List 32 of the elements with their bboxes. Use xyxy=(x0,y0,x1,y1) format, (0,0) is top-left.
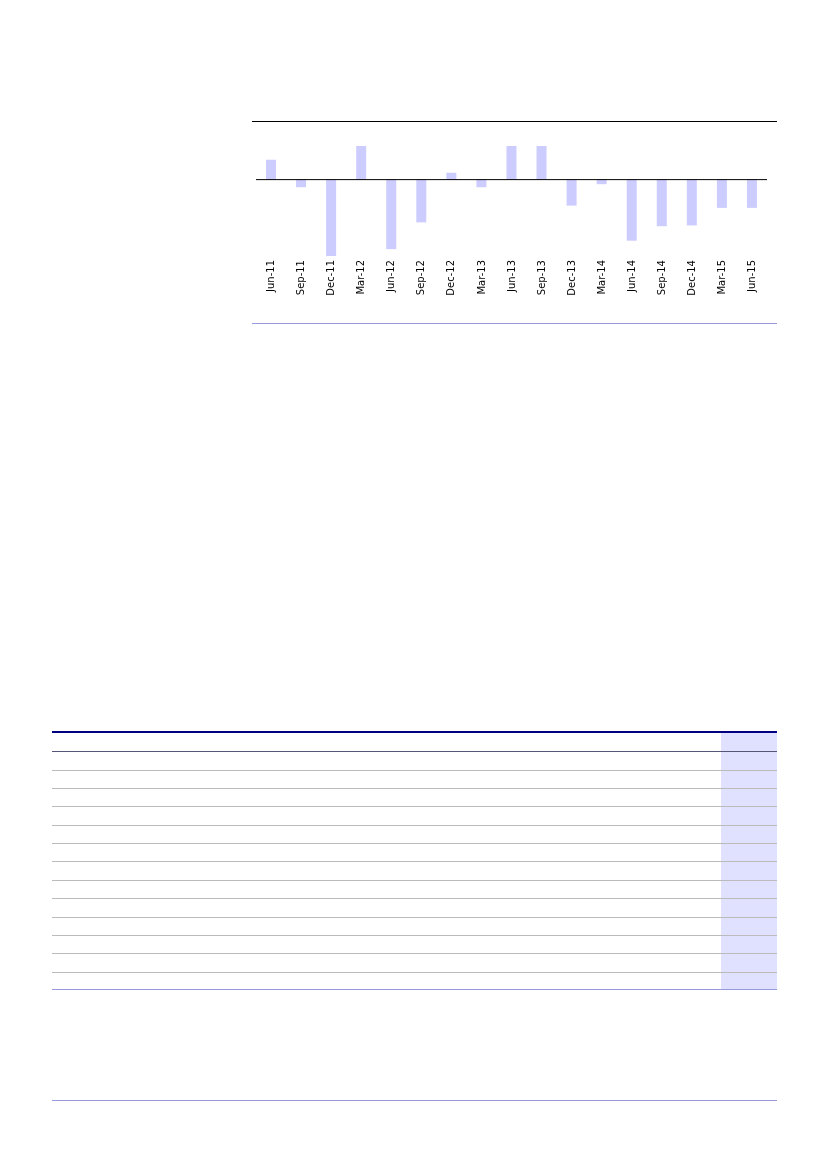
x-tick-label: Dec-13 xyxy=(565,260,577,296)
x-tick-label: Dec-14 xyxy=(685,260,697,296)
x-tick-label: Dec-11 xyxy=(325,260,337,296)
bar xyxy=(626,179,637,241)
x-tick-label: Mar-12 xyxy=(355,260,367,295)
bar xyxy=(506,146,517,180)
x-tick-label: Mar-14 xyxy=(595,260,607,295)
bar xyxy=(326,179,337,256)
x-tick-label: Jun-12 xyxy=(385,260,397,293)
x-tick-label: Sep-11 xyxy=(295,260,307,296)
x-tick-label: Jun-15 xyxy=(746,260,758,293)
x-tick-label: Dec-12 xyxy=(445,260,457,296)
bar xyxy=(716,179,727,208)
x-tick-label: Sep-12 xyxy=(415,260,427,296)
bar xyxy=(356,146,367,180)
x-tick-label: Jun-11 xyxy=(265,260,277,293)
bar xyxy=(566,179,577,206)
bar xyxy=(476,179,487,188)
x-tick-label: Mar-15 xyxy=(716,260,728,295)
x-tick-label: Jun-14 xyxy=(625,260,637,293)
bar xyxy=(536,146,547,180)
bar xyxy=(686,179,697,226)
bar xyxy=(266,159,276,180)
bar xyxy=(386,179,397,250)
bar xyxy=(746,179,757,208)
bar xyxy=(296,179,307,188)
bar xyxy=(416,179,427,223)
x-tick-label: Sep-14 xyxy=(655,260,667,296)
x-tick-label: Mar-13 xyxy=(475,260,487,295)
x-tick-label: Sep-13 xyxy=(535,260,547,296)
x-tick-label: Jun-13 xyxy=(505,260,517,293)
bar xyxy=(656,179,667,227)
